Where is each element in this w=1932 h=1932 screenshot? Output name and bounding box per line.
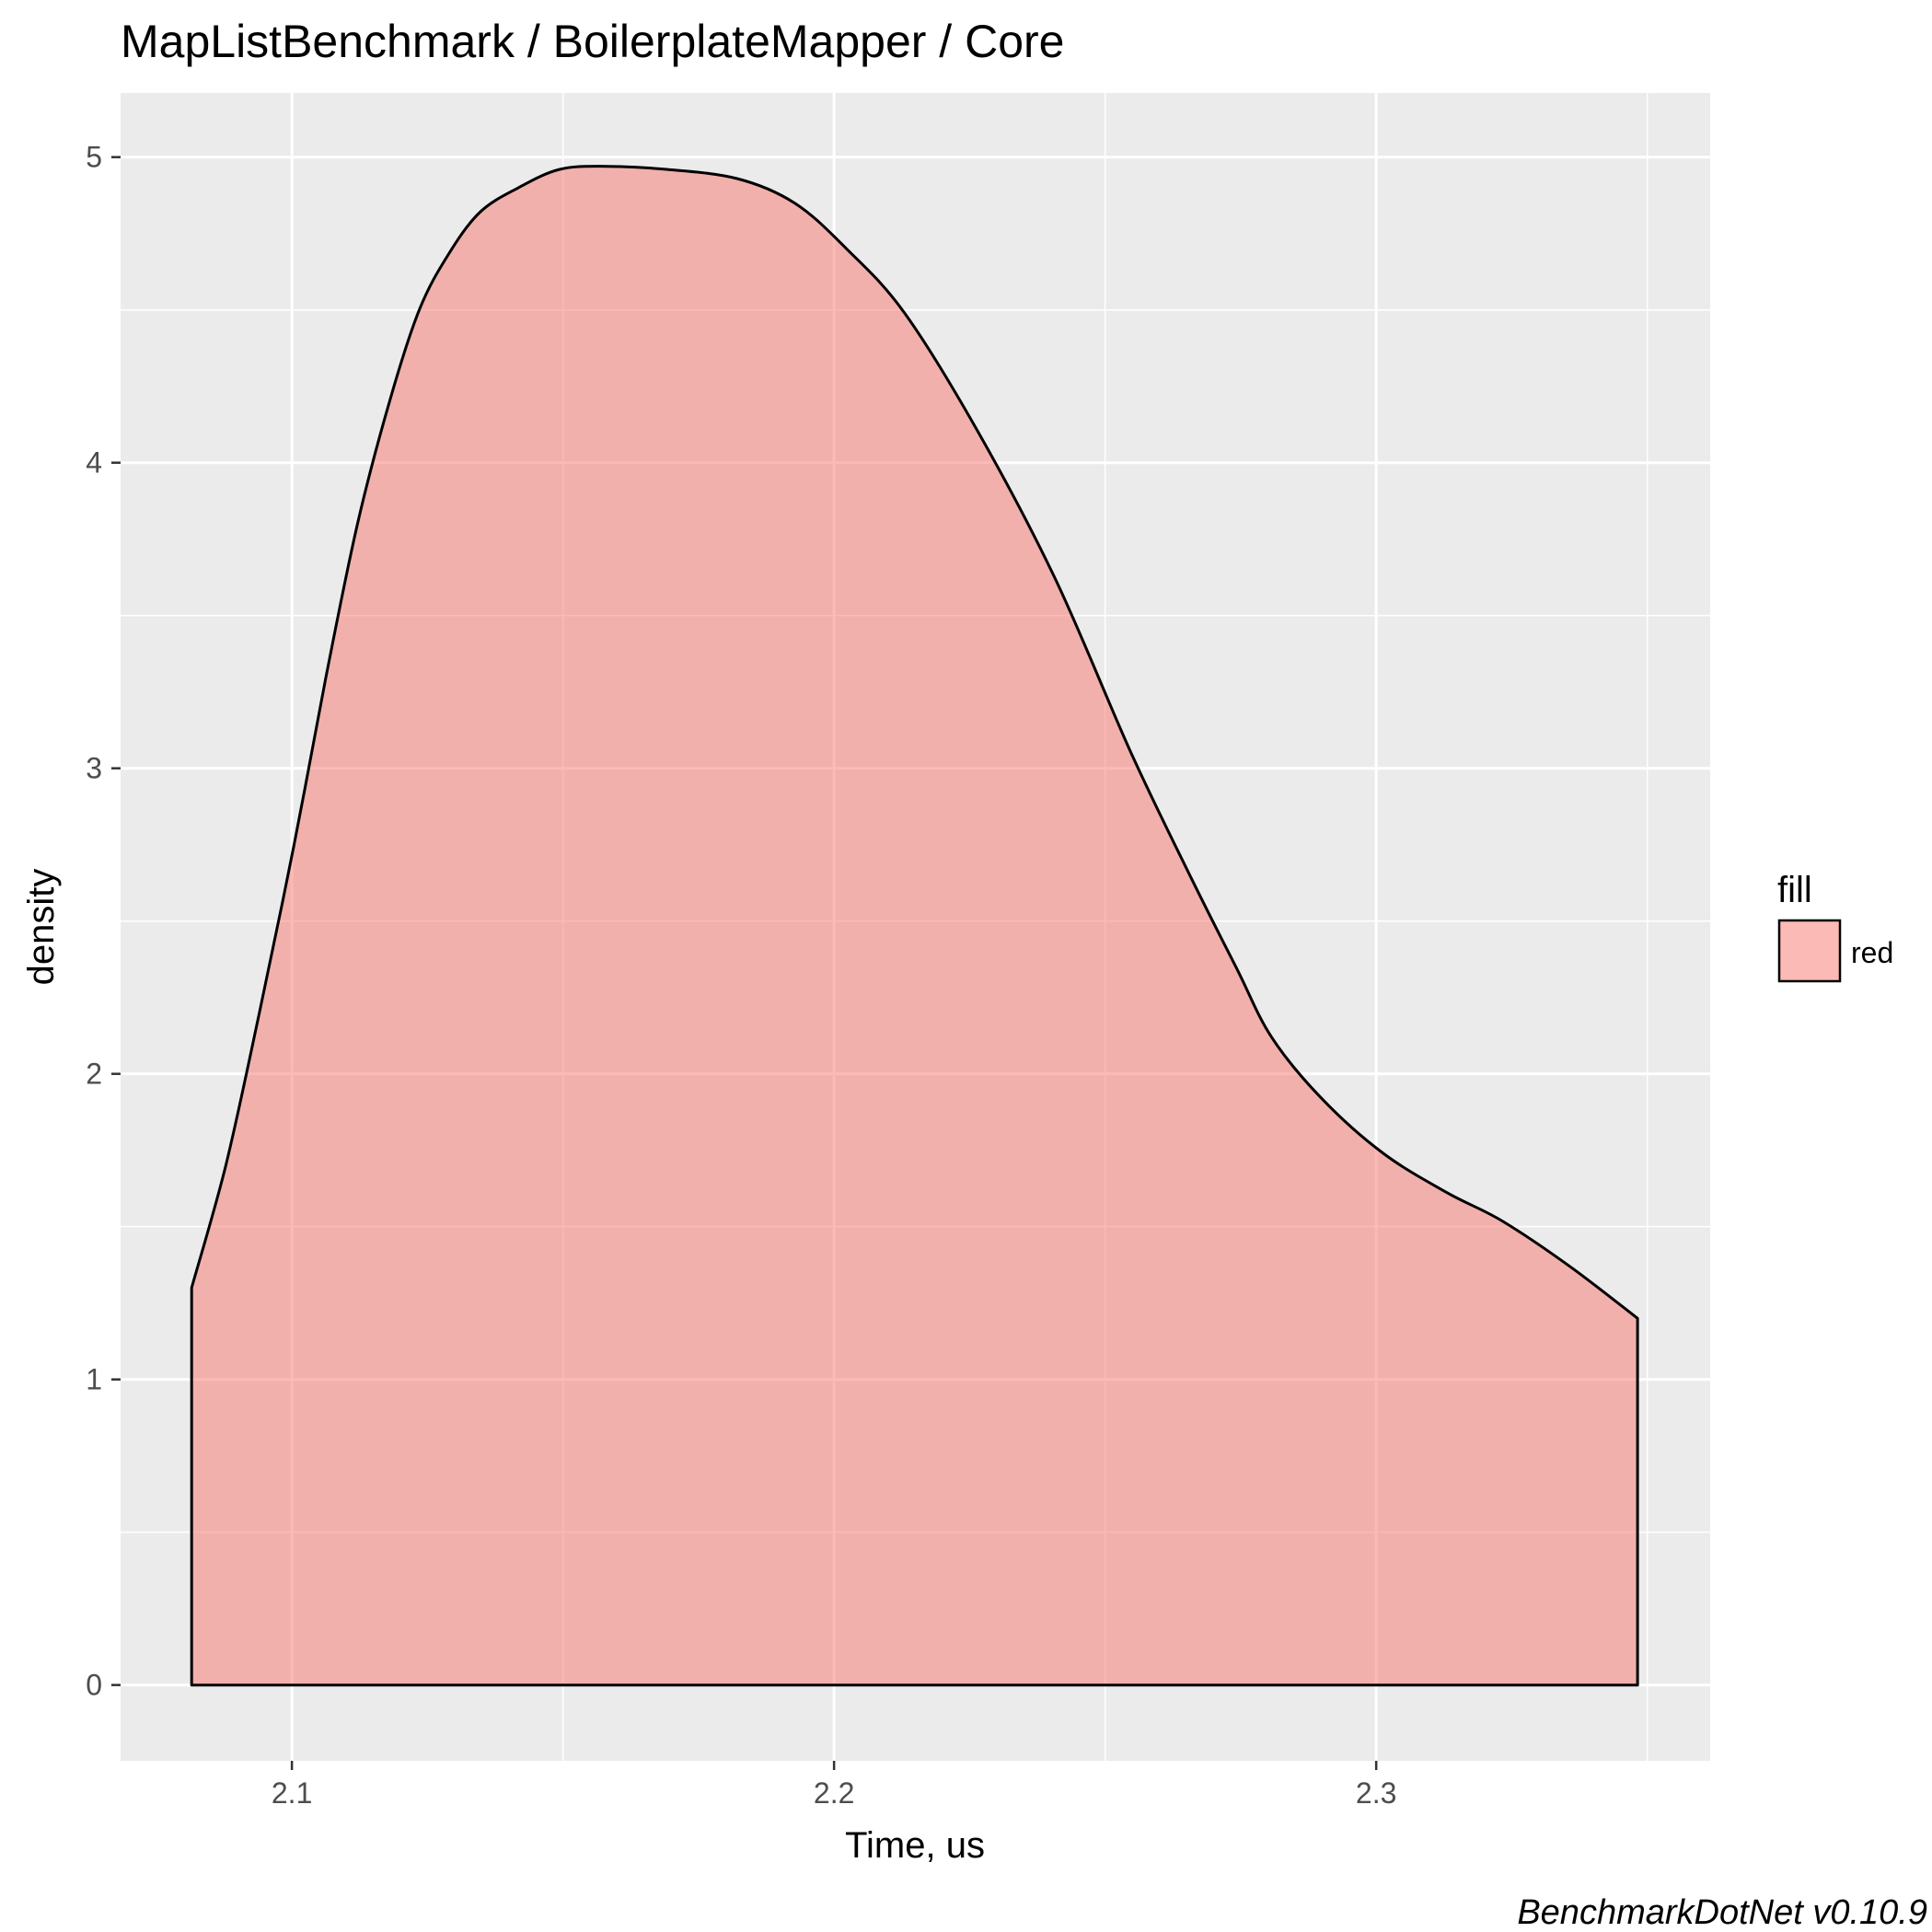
density-area-red (190, 165, 1639, 1687)
y-tick-label: 1 (86, 1363, 102, 1396)
legend-label-red: red (1851, 936, 1893, 969)
x-axis-ticks: 2.1 2.2 2.3 (272, 1761, 1396, 1810)
x-tick-label: 2.1 (272, 1776, 312, 1810)
x-tick-label: 2.3 (1356, 1776, 1396, 1810)
y-axis-ticks: 0 1 2 3 4 5 (86, 141, 121, 1702)
y-tick-label: 5 (86, 141, 102, 174)
legend-key-red (1777, 919, 1842, 983)
series-layer (190, 165, 1639, 1687)
y-tick-label: 4 (86, 446, 102, 480)
y-tick-label: 0 (86, 1669, 102, 1702)
chart-title: MapListBenchmark / BoilerplateMapper / C… (121, 16, 1064, 67)
x-axis-title: Time, us (845, 1825, 985, 1866)
y-tick-label: 2 (86, 1058, 102, 1091)
y-tick-label: 3 (86, 752, 102, 785)
legend: fill red (1777, 870, 1893, 983)
x-tick-label: 2.2 (814, 1776, 854, 1810)
legend-title: fill (1777, 870, 1812, 910)
caption: BenchmarkDotNet v0.10.9 (1517, 1893, 1927, 1932)
y-axis-title: density (21, 869, 62, 986)
